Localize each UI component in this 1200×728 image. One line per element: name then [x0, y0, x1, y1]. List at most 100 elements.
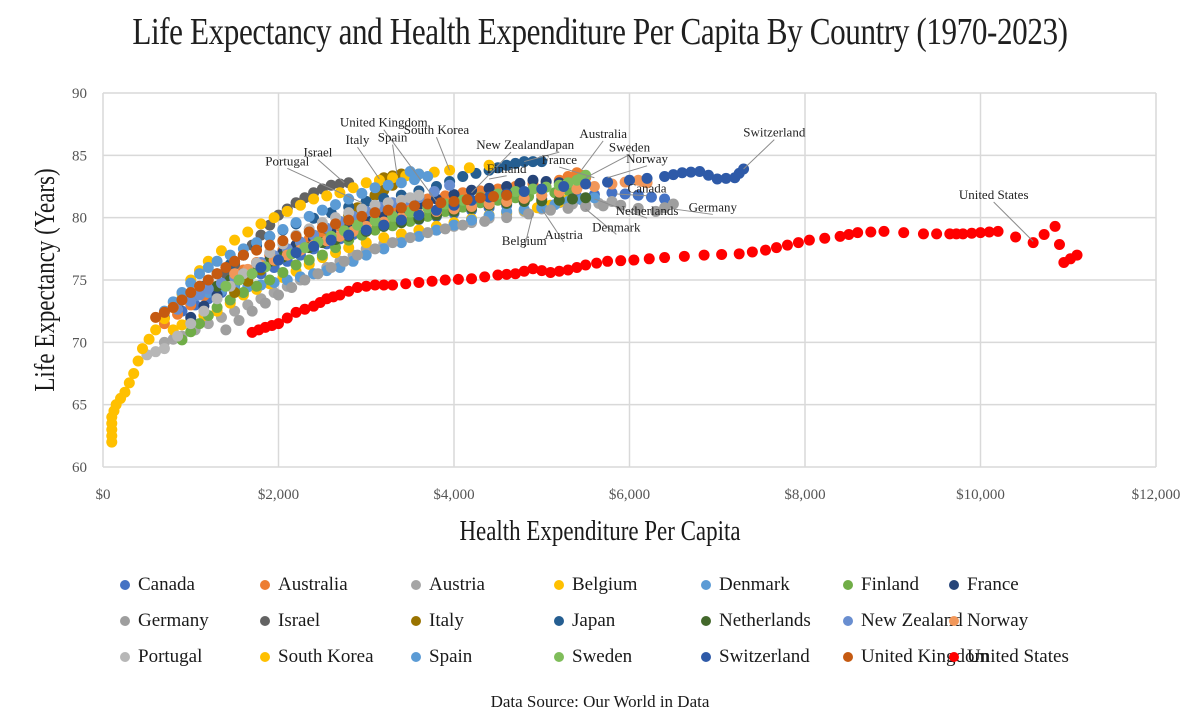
legend-label: United Kingdom [861, 646, 990, 667]
annotation-label: Spain [378, 130, 408, 145]
y-tick-label: 60 [72, 460, 87, 476]
annotation-leader-line [743, 139, 775, 170]
data-point [312, 268, 324, 280]
data-point [422, 210, 434, 222]
legend-marker-icon [411, 652, 421, 662]
data-point [229, 255, 241, 267]
data-point [369, 224, 381, 236]
data-point [1038, 228, 1050, 240]
annotation-label: United States [959, 187, 1029, 202]
legend-label: Japan [572, 610, 616, 631]
data-point [378, 243, 390, 255]
data-point [413, 230, 425, 242]
data-point [395, 202, 407, 214]
annotation-leader-line [594, 198, 648, 219]
axes: 60 65 70 75 80 85 90 $0 $2,000 $4,000 $6,000 $8,000… [72, 86, 1180, 503]
annotation-label: United Kingdom [340, 115, 428, 130]
data-point [746, 246, 758, 258]
legend-marker-icon [554, 580, 564, 590]
data-point [571, 183, 583, 195]
data-point [299, 242, 311, 254]
y-tick-label: 70 [72, 335, 87, 351]
data-point [316, 249, 328, 261]
legend-marker-icon [120, 652, 130, 662]
data-point [588, 181, 600, 192]
data-point [865, 226, 877, 238]
legend-marker-icon [701, 580, 711, 590]
data-point [251, 280, 263, 292]
annotation-label: Japan [544, 137, 574, 152]
data-point [760, 244, 772, 256]
data-point [501, 268, 513, 280]
data-point [299, 274, 311, 286]
data-point [237, 286, 249, 298]
annotation-label: Portugal [265, 153, 309, 168]
data-point [194, 318, 206, 330]
annotation-leader-line [993, 201, 1034, 242]
data-point [290, 306, 302, 318]
data-point [632, 202, 644, 214]
annotation-label: New Zealand [476, 137, 546, 152]
legend-label: Canada [138, 574, 195, 595]
data-point [536, 265, 548, 277]
data-point [360, 280, 372, 292]
data-point [659, 252, 671, 264]
data-point [382, 179, 394, 191]
data-point [150, 346, 162, 358]
data-point [606, 187, 618, 199]
annotation-label: France [542, 152, 578, 167]
data-point [198, 305, 210, 317]
legend-marker-icon [701, 652, 711, 662]
annotation-leader-line [287, 167, 363, 204]
legend-label: South Korea [278, 646, 374, 667]
data-point [711, 173, 723, 185]
data-point [501, 159, 513, 171]
annotation-label: Australia [579, 126, 627, 141]
data-point [452, 273, 464, 285]
legend-marker-icon [843, 652, 853, 662]
data-point [1064, 253, 1076, 265]
legend-item: Israel [260, 610, 320, 632]
data-point [290, 217, 302, 229]
annotation-leader-line [435, 136, 451, 171]
data-point [229, 234, 241, 246]
data-source-note: Data Source: Our World in Data [490, 692, 710, 711]
data-point [435, 197, 447, 209]
data-point [299, 303, 311, 315]
data-point [330, 199, 342, 211]
data-point [659, 171, 671, 183]
legend-label: Switzerland [719, 646, 810, 667]
data-point [492, 269, 504, 281]
data-point [770, 242, 782, 254]
data-point [106, 417, 118, 429]
data-point [527, 263, 539, 275]
annotation-leader-line [673, 208, 713, 215]
data-point [571, 262, 583, 274]
data-point [369, 215, 381, 227]
data-point [185, 277, 197, 289]
legend-marker-icon [843, 616, 853, 626]
data-point [483, 182, 495, 194]
data-point [246, 268, 258, 280]
data-point [501, 212, 513, 224]
legend-marker-icon [260, 616, 270, 626]
data-point [281, 205, 293, 217]
data-point [172, 330, 184, 342]
data-point [463, 162, 475, 174]
annotation-leader-line [580, 140, 604, 171]
data-point [428, 185, 440, 197]
legend-item: Germany [120, 610, 209, 632]
data-point [444, 179, 456, 191]
data-point [439, 274, 451, 286]
data-point [378, 232, 390, 244]
legend-marker-icon [554, 616, 564, 626]
data-point [143, 333, 155, 345]
legend-item: Finland [843, 574, 919, 596]
data-point [303, 210, 315, 222]
data-point [518, 185, 530, 197]
data-point [698, 249, 710, 261]
data-point [220, 324, 232, 336]
data-point [878, 225, 890, 237]
data-point [448, 219, 460, 231]
legend-label: New Zealand [861, 610, 963, 631]
